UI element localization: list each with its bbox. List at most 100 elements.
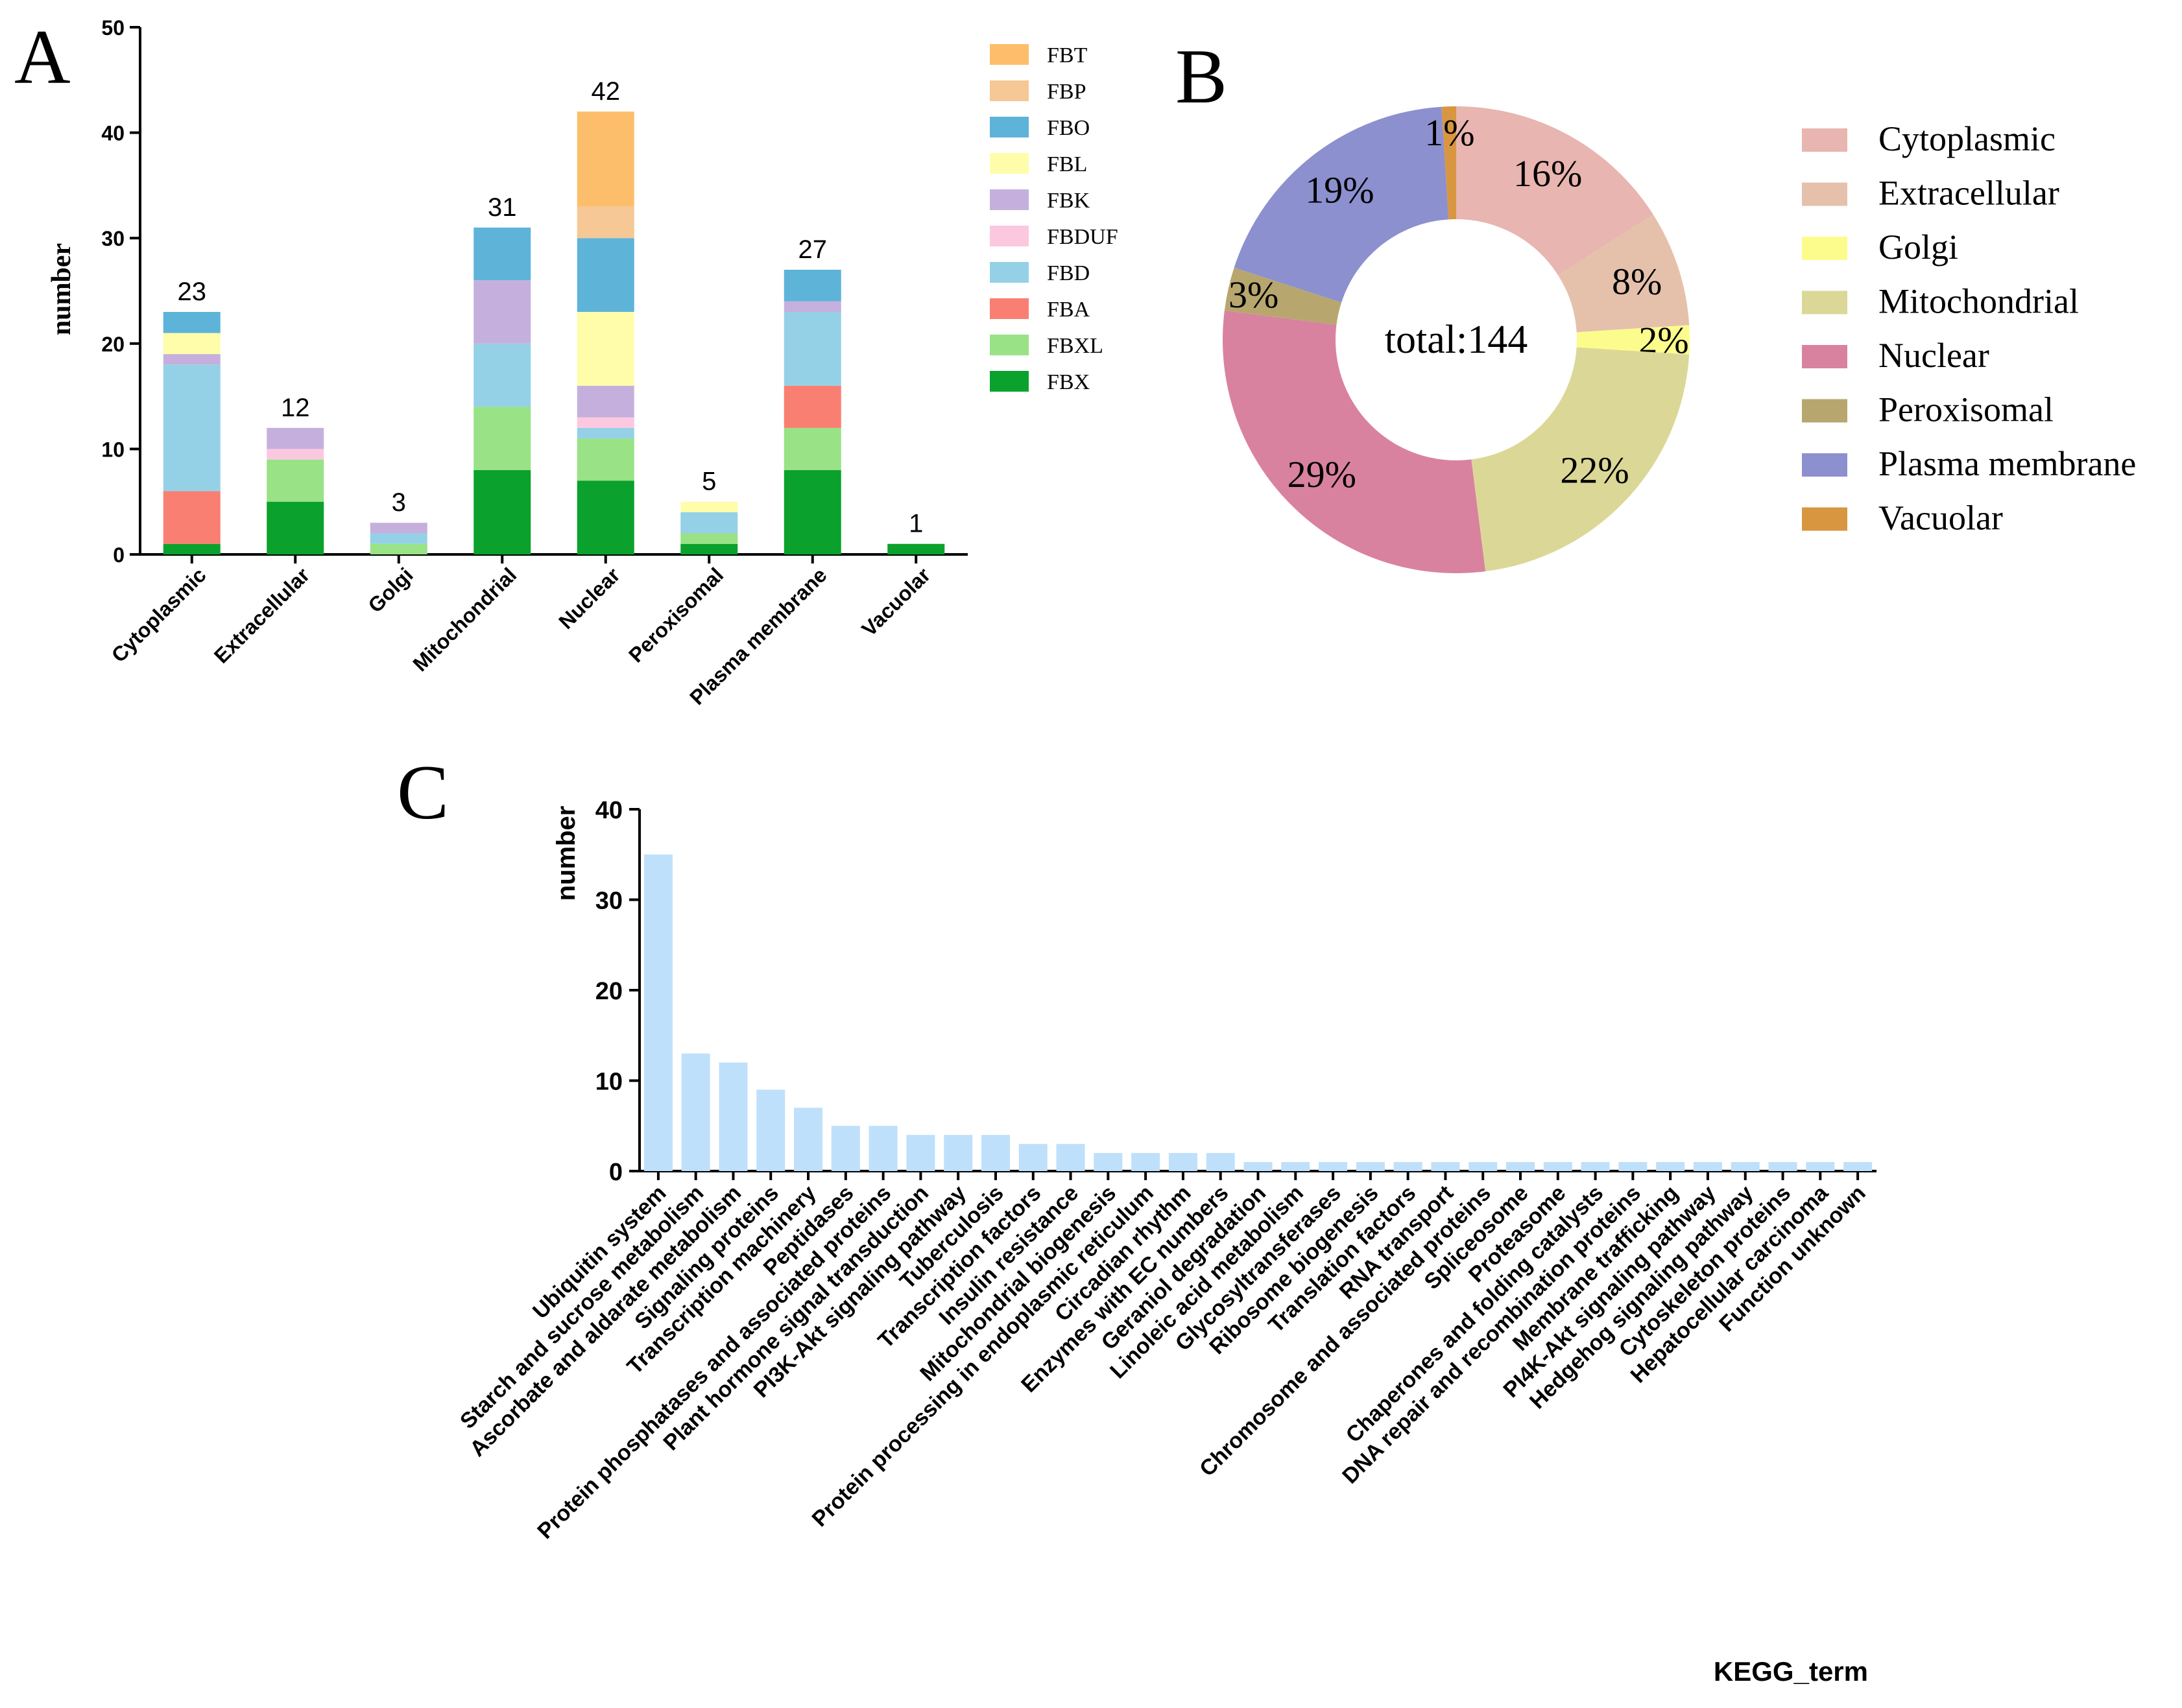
chart-a-total-label: 3 xyxy=(392,488,406,517)
chart-a-total-label: 27 xyxy=(798,235,828,264)
chart-a-legend-label: FBP xyxy=(1047,80,1086,104)
chart-b-legend-swatch xyxy=(1802,507,1847,531)
chart-a-legend-label: FBA xyxy=(1047,298,1090,322)
chart-c-bar xyxy=(906,1135,935,1171)
chart-a-legend-swatch xyxy=(990,80,1029,101)
chart-a-bar-fbx xyxy=(680,543,738,554)
donut-slice-cytoplasmic xyxy=(1456,106,1653,276)
chart-a-total-label: 31 xyxy=(488,193,517,222)
chart-b-legend-swatch xyxy=(1802,128,1847,152)
chart-a-x-tick-label: Nuclear xyxy=(554,563,624,633)
chart-a-bar-fbt xyxy=(577,112,634,207)
chart-c-bar xyxy=(869,1126,898,1171)
chart-b-legend-label: Mitochondrial xyxy=(1878,282,2079,321)
chart-c-bar xyxy=(1094,1153,1123,1171)
donut-slice-extracellular xyxy=(1558,215,1690,333)
chart-a-total-label: 1 xyxy=(909,510,923,538)
chart-a-legend-label: FBDUF xyxy=(1047,225,1118,249)
chart-a-y-tick-label: 20 xyxy=(101,333,125,356)
chart-a-bar-fbk xyxy=(474,280,531,344)
chart-a-bar-fbk xyxy=(163,354,221,365)
chart-a-legend-label: FBO xyxy=(1047,116,1090,140)
chart-a-x-tick-label: Extracellular xyxy=(210,563,314,667)
chart-a-legend-swatch xyxy=(990,298,1029,319)
chart-a-bar-fbx xyxy=(784,469,841,554)
chart-a-bar-fbd xyxy=(784,312,841,386)
chart-c-bar xyxy=(1843,1162,1873,1171)
chart-a-bar-fbd xyxy=(163,364,221,492)
chart-a-x-tick-label: Peroxisomal xyxy=(624,563,728,667)
chart-c-bar xyxy=(831,1126,860,1171)
chart-a-total-label: 12 xyxy=(281,394,310,422)
chart-a-bar-fba xyxy=(163,491,221,544)
chart-c-bar xyxy=(1206,1153,1235,1171)
donut-slice-vacuolar xyxy=(1441,106,1456,220)
chart-a-bar-fbx xyxy=(163,543,221,554)
chart-c-bar xyxy=(756,1089,785,1171)
chart-c-bar xyxy=(1731,1162,1760,1171)
chart-a-bar-fbd xyxy=(680,512,738,534)
chart-a-bar-fba xyxy=(784,385,841,428)
chart-a-bar-fbk xyxy=(784,301,841,313)
chart-a-bar-fbxl xyxy=(680,533,738,544)
donut-slice-label: 8% xyxy=(1612,260,1662,302)
chart-b-legend-swatch xyxy=(1802,291,1847,314)
donut-center-label: total:144 xyxy=(1385,318,1528,362)
donut-slice-label: 16% xyxy=(1513,152,1582,195)
chart-a-bar-fbo xyxy=(163,312,221,333)
chart-a-bar-fbxl xyxy=(577,438,634,481)
chart-b-legend-swatch xyxy=(1802,399,1847,423)
chart-a-legend-swatch xyxy=(990,335,1029,355)
chart-a-legend-label: FBD xyxy=(1047,261,1090,285)
chart-a-bar-fbxl xyxy=(267,459,324,502)
chart-b-legend-label: Peroxisomal xyxy=(1878,390,2054,429)
chart-a-legend-label: FBT xyxy=(1047,43,1088,67)
chart-a-legend-swatch xyxy=(990,153,1029,174)
chart-c-bar xyxy=(1806,1162,1835,1171)
chart-a-bar-fbl xyxy=(577,312,634,386)
chart-c-bar xyxy=(1768,1162,1797,1171)
chart-c-bar xyxy=(643,854,673,1171)
donut-slice-label: 1% xyxy=(1424,112,1474,154)
chart-a-bar-fbl xyxy=(163,333,221,355)
donut-slice-peroxisomal xyxy=(1224,267,1342,325)
chart-a-bar-fbxl xyxy=(370,543,427,554)
chart-c-bar xyxy=(1543,1162,1572,1171)
chart-a-x-tick-label: Cytoplasmic xyxy=(107,563,211,667)
chart-a-bar-fbo xyxy=(784,269,841,302)
chart-c-y-tick-label: 0 xyxy=(609,1159,623,1186)
chart-a-bar-fbo xyxy=(474,227,531,281)
chart-c-bar xyxy=(1393,1162,1422,1171)
chart-c-bar xyxy=(1056,1144,1085,1171)
donut-slice-plasma-membrane xyxy=(1234,106,1449,303)
chart-b-legend-label: Vacuolar xyxy=(1878,499,2003,538)
chart-a-ylabel: number xyxy=(47,243,77,335)
donut-slice-nuclear xyxy=(1223,310,1486,574)
chart-c-bar xyxy=(719,1062,748,1171)
chart-c-bar xyxy=(1168,1153,1197,1171)
chart-a-total-label: 42 xyxy=(592,77,621,106)
chart-a-y-tick-label: 50 xyxy=(101,16,125,40)
chart-a-bar-fbx xyxy=(577,480,634,554)
chart-a-legend-label: FBK xyxy=(1047,189,1090,213)
chart-a-x-tick-label: Golgi xyxy=(363,563,417,617)
donut-slice-label: 22% xyxy=(1560,449,1629,492)
chart-b-donut: total:144 16%8%2%22%29%3%19%1% Cytoplasmi… xyxy=(1223,106,2136,574)
chart-a-legend-label: FBX xyxy=(1047,370,1090,394)
chart-a-bar-fbd xyxy=(474,343,531,407)
chart-a-bar-fbx xyxy=(267,501,324,554)
chart-c-xlabel: KEGG_term xyxy=(1714,1656,1868,1687)
chart-c-bar xyxy=(1243,1162,1273,1171)
chart-a-bar-fbk xyxy=(267,427,324,449)
chart-c-bar xyxy=(1281,1162,1310,1171)
chart-a-total-label: 5 xyxy=(702,468,716,496)
chart-c-bar xyxy=(794,1108,823,1171)
chart-c-ylabel: number xyxy=(552,806,581,901)
chart-a-x-tick-label: Vacuolar xyxy=(857,563,935,641)
chart-c-bar xyxy=(1356,1162,1385,1171)
chart-c-bar xyxy=(1581,1162,1610,1171)
chart-a-y-tick-label: 40 xyxy=(101,122,125,145)
chart-a-legend-swatch xyxy=(990,371,1029,392)
panel-label-a: A xyxy=(14,14,71,100)
chart-c-bar xyxy=(1693,1162,1722,1171)
